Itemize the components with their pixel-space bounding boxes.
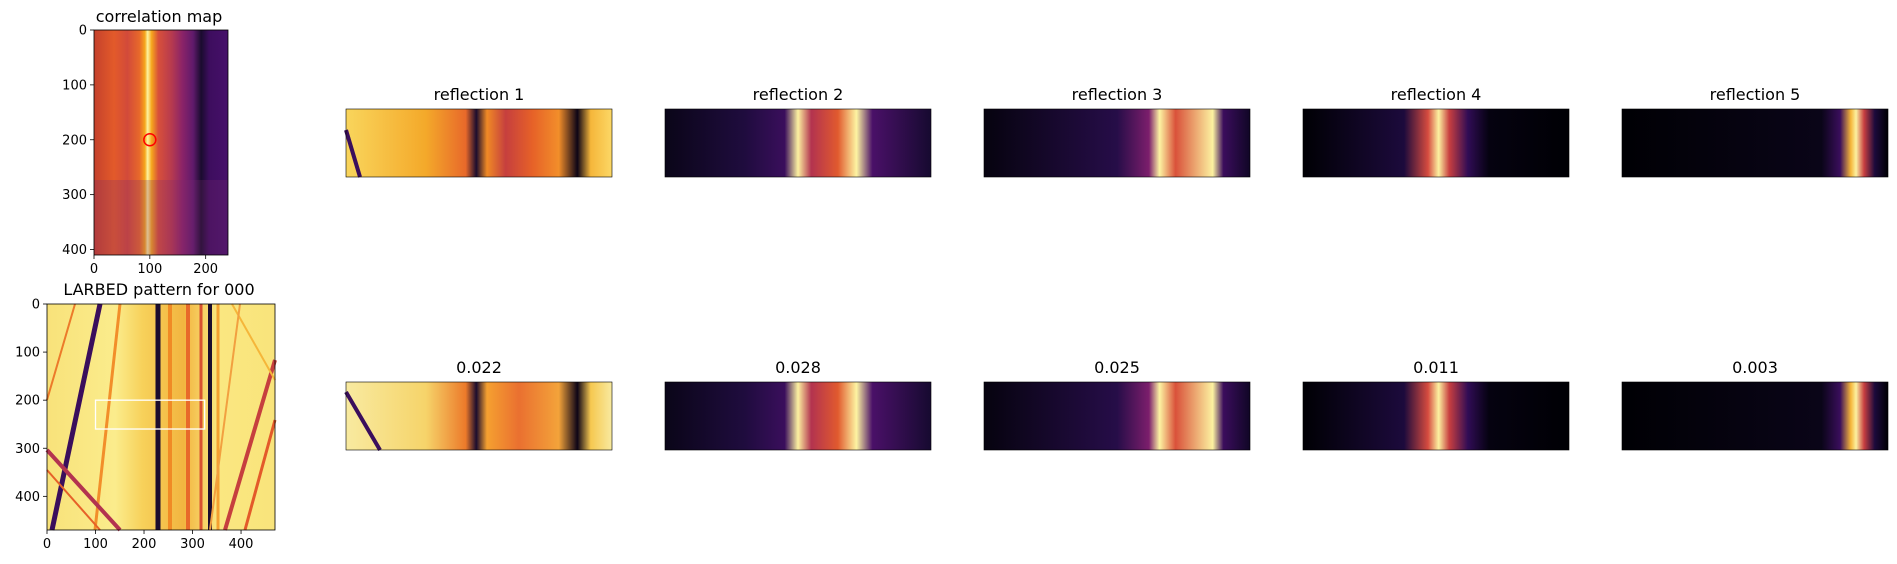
correlation-map-title: correlation map bbox=[96, 7, 222, 26]
larbed-pattern-ytick-label: 300 bbox=[15, 442, 40, 457]
simulated-strip-score: 0.025 bbox=[1094, 358, 1140, 377]
correlation-map-ytick-label: 100 bbox=[62, 78, 87, 93]
reflection-title: reflection 5 bbox=[1710, 85, 1801, 104]
correlation-map-xtick-label: 100 bbox=[137, 262, 162, 277]
reflection-row: reflection 1 reflection 2 reflection 3 r… bbox=[344, 85, 1889, 178]
reflection-strip bbox=[984, 109, 1250, 177]
larbed-pattern-xtick-label: 0 bbox=[43, 537, 51, 552]
correlation-map-axes: 0 100 200 0 100 200 300 400 bbox=[62, 24, 218, 278]
correlation-map-ytick-label: 300 bbox=[62, 188, 87, 203]
larbed-kikuchi-lines bbox=[45, 303, 277, 532]
larbed-pattern-panel: LARBED pattern for 000 0 100 200 300 400 0 100… bbox=[15, 280, 277, 553]
reflection-strip-frame bbox=[1621, 108, 1889, 178]
reflection-strip bbox=[665, 109, 931, 177]
correlation-map-shading bbox=[94, 180, 228, 255]
larbed-pattern-ytick-label: 400 bbox=[15, 490, 40, 505]
simulated-strip-frame bbox=[345, 381, 613, 451]
reflection-strip bbox=[1303, 109, 1569, 177]
simulated-strip bbox=[346, 382, 612, 450]
simulated-strip-frame bbox=[664, 381, 932, 451]
simulated-strip-score: 0.003 bbox=[1732, 358, 1778, 377]
correlation-map-ytick-label: 0 bbox=[79, 24, 87, 39]
larbed-pattern-image bbox=[47, 304, 275, 530]
simulated-strip-score: 0.028 bbox=[775, 358, 821, 377]
simulated-strip-diagonal bbox=[344, 390, 382, 452]
correlation-peak-marker bbox=[143, 133, 157, 147]
larbed-pattern-xtick-label: 100 bbox=[83, 537, 108, 552]
reflection-title: reflection 4 bbox=[1391, 85, 1482, 104]
simulated-strip-score: 0.011 bbox=[1413, 358, 1459, 377]
simulated-strip-frame bbox=[983, 381, 1251, 451]
larbed-pattern-ytick-label: 100 bbox=[15, 346, 40, 361]
correlation-map-frame bbox=[93, 29, 229, 256]
correlation-map-ytick-label: 400 bbox=[62, 243, 87, 258]
larbed-pattern-ytick-label: 0 bbox=[32, 298, 40, 313]
larbed-pattern-xtick-label: 300 bbox=[180, 537, 205, 552]
larbed-pattern-title: LARBED pattern for 000 bbox=[63, 280, 254, 299]
reflection-title: reflection 3 bbox=[1072, 85, 1163, 104]
simulated-strip bbox=[1622, 382, 1888, 450]
simulated-strip-frame bbox=[1621, 381, 1889, 451]
reflection-strip-frame bbox=[1302, 108, 1570, 178]
larbed-pattern-axes: 0 100 200 300 400 0 100 200 300 400 bbox=[15, 298, 253, 553]
reflection-strip-frame bbox=[664, 108, 932, 178]
larbed-pattern-frame bbox=[46, 303, 276, 531]
reflection-strip-diagonal bbox=[344, 129, 362, 178]
simulated-row: 0.022 0.028 0.025 0.011 0.003 bbox=[344, 358, 1889, 452]
reflection-strip bbox=[346, 109, 612, 177]
correlation-map-xtick-label: 0 bbox=[90, 262, 98, 277]
correlation-map-image bbox=[94, 30, 228, 255]
simulated-strip bbox=[984, 382, 1250, 450]
correlation-map-panel: correlation map 0 100 200 0 100 200 300 400 bbox=[62, 7, 229, 278]
reflection-strip bbox=[1622, 109, 1888, 177]
reflection-strip-frame bbox=[983, 108, 1251, 178]
reflection-title: reflection 1 bbox=[434, 85, 525, 104]
simulated-strip bbox=[665, 382, 931, 450]
reflection-title: reflection 2 bbox=[753, 85, 844, 104]
correlation-map-xtick-label: 200 bbox=[193, 262, 218, 277]
larbed-pattern-xtick-label: 200 bbox=[132, 537, 157, 552]
larbed-pattern-ytick-label: 200 bbox=[15, 394, 40, 409]
simulated-strip-score: 0.022 bbox=[456, 358, 502, 377]
larbed-roi-rectangle bbox=[94, 399, 206, 430]
reflection-strip-frame bbox=[345, 108, 613, 178]
simulated-strip-frame bbox=[1302, 381, 1570, 451]
simulated-strip bbox=[1303, 382, 1569, 450]
correlation-map-ytick-label: 200 bbox=[62, 133, 87, 148]
larbed-pattern-xtick-label: 400 bbox=[229, 537, 254, 552]
